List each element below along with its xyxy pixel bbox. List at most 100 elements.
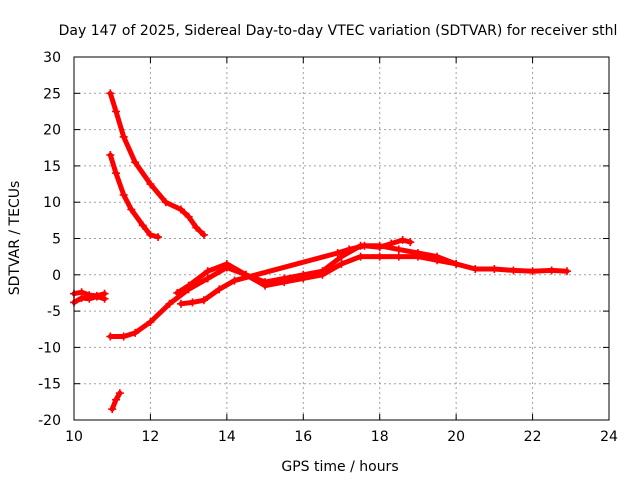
data-point <box>188 298 197 307</box>
data-point <box>562 267 571 276</box>
data-point <box>299 270 308 279</box>
data-point <box>471 264 480 273</box>
data-point <box>261 278 270 287</box>
data-point <box>375 252 384 261</box>
data-point <box>406 238 415 247</box>
data-point <box>184 212 193 221</box>
data-point <box>115 389 124 398</box>
data-point <box>112 395 121 404</box>
y-tick-label: -5 <box>47 304 61 320</box>
data-point <box>173 288 182 297</box>
data-point <box>119 132 128 141</box>
y-tick-label: 30 <box>43 50 61 66</box>
data-point <box>119 332 128 341</box>
data-point <box>146 230 155 239</box>
data-point <box>146 317 155 326</box>
data-point <box>161 198 170 207</box>
data-point <box>360 241 369 250</box>
data-point <box>100 294 109 303</box>
series-layer <box>70 89 571 414</box>
series-line <box>174 243 459 296</box>
data-point <box>77 294 86 303</box>
series-line <box>107 90 207 238</box>
data-point <box>337 259 346 268</box>
data-point <box>108 405 117 414</box>
data-point <box>230 276 239 285</box>
data-point <box>119 190 128 199</box>
data-point <box>394 252 403 261</box>
series-line <box>107 152 161 240</box>
x-tick-label: 20 <box>447 429 465 445</box>
x-axis-label: GPS time / hours <box>281 459 398 475</box>
data-point <box>131 158 140 167</box>
y-tick-label: 25 <box>43 86 61 102</box>
y-tick-label: -20 <box>38 413 61 429</box>
data-point <box>106 89 115 98</box>
data-point <box>215 285 224 294</box>
data-point <box>112 169 121 178</box>
y-tick-label: 15 <box>43 159 61 175</box>
data-point <box>192 223 201 232</box>
data-point <box>184 281 193 290</box>
data-point <box>318 267 327 276</box>
data-point <box>106 332 115 341</box>
data-point <box>203 267 212 276</box>
series-late-cluster <box>177 235 415 308</box>
x-tick-label: 10 <box>65 429 83 445</box>
data-point <box>106 151 115 160</box>
data-point <box>333 249 342 258</box>
data-point <box>387 239 396 248</box>
data-point <box>356 252 365 261</box>
x-tick-label: 14 <box>218 429 236 445</box>
y-tick-labels: -20 -15 -10 -5 0 5 10 15 20 25 30 <box>38 50 61 429</box>
y-axis-label: SDTVAR / TECUs <box>7 181 23 296</box>
data-point <box>280 274 289 283</box>
data-point <box>146 180 155 189</box>
data-point <box>490 264 499 273</box>
data-point <box>528 267 537 276</box>
series-main-trace <box>106 252 571 341</box>
data-point <box>138 221 147 230</box>
data-point <box>509 266 518 275</box>
data-point <box>85 294 94 303</box>
chart-title: Day 147 of 2025, Sidereal Day-to-day VTE… <box>59 23 618 39</box>
data-point <box>199 296 208 305</box>
data-point <box>131 328 140 337</box>
data-point <box>177 299 185 308</box>
data-point <box>433 252 442 261</box>
data-point <box>398 235 407 244</box>
y-tick-label: 10 <box>43 195 61 211</box>
data-point <box>222 259 231 268</box>
data-point <box>112 107 121 116</box>
data-point <box>394 245 403 254</box>
y-tick-label: -15 <box>38 377 61 393</box>
x-tick-label: 12 <box>142 429 160 445</box>
data-point <box>154 233 163 242</box>
data-point <box>413 249 422 258</box>
axis-ticks <box>73 56 610 421</box>
data-point <box>165 299 174 308</box>
series-line <box>107 254 570 339</box>
x-tick-label: 22 <box>524 429 542 445</box>
data-point <box>199 230 208 239</box>
y-tick-label: 5 <box>52 232 61 248</box>
x-tick-label: 18 <box>371 429 389 445</box>
x-tick-label: 16 <box>294 429 312 445</box>
series-secondary-trace <box>173 241 461 297</box>
data-point <box>177 205 185 214</box>
data-point <box>547 266 556 275</box>
data-point <box>452 259 461 268</box>
series-upper-arc-1 <box>106 89 208 239</box>
data-point <box>92 292 101 301</box>
y-tick-label: -10 <box>38 340 61 356</box>
series-upper-arc-2 <box>106 151 163 242</box>
y-tick-label: 0 <box>52 268 61 284</box>
x-tick-labels: 10 12 14 16 18 20 22 24 <box>65 429 618 445</box>
data-point <box>203 274 212 283</box>
x-tick-label: 24 <box>600 429 618 445</box>
data-point <box>345 245 354 254</box>
data-point <box>127 205 136 214</box>
y-tick-label: 20 <box>43 123 61 139</box>
series-dip-arc <box>108 389 124 414</box>
